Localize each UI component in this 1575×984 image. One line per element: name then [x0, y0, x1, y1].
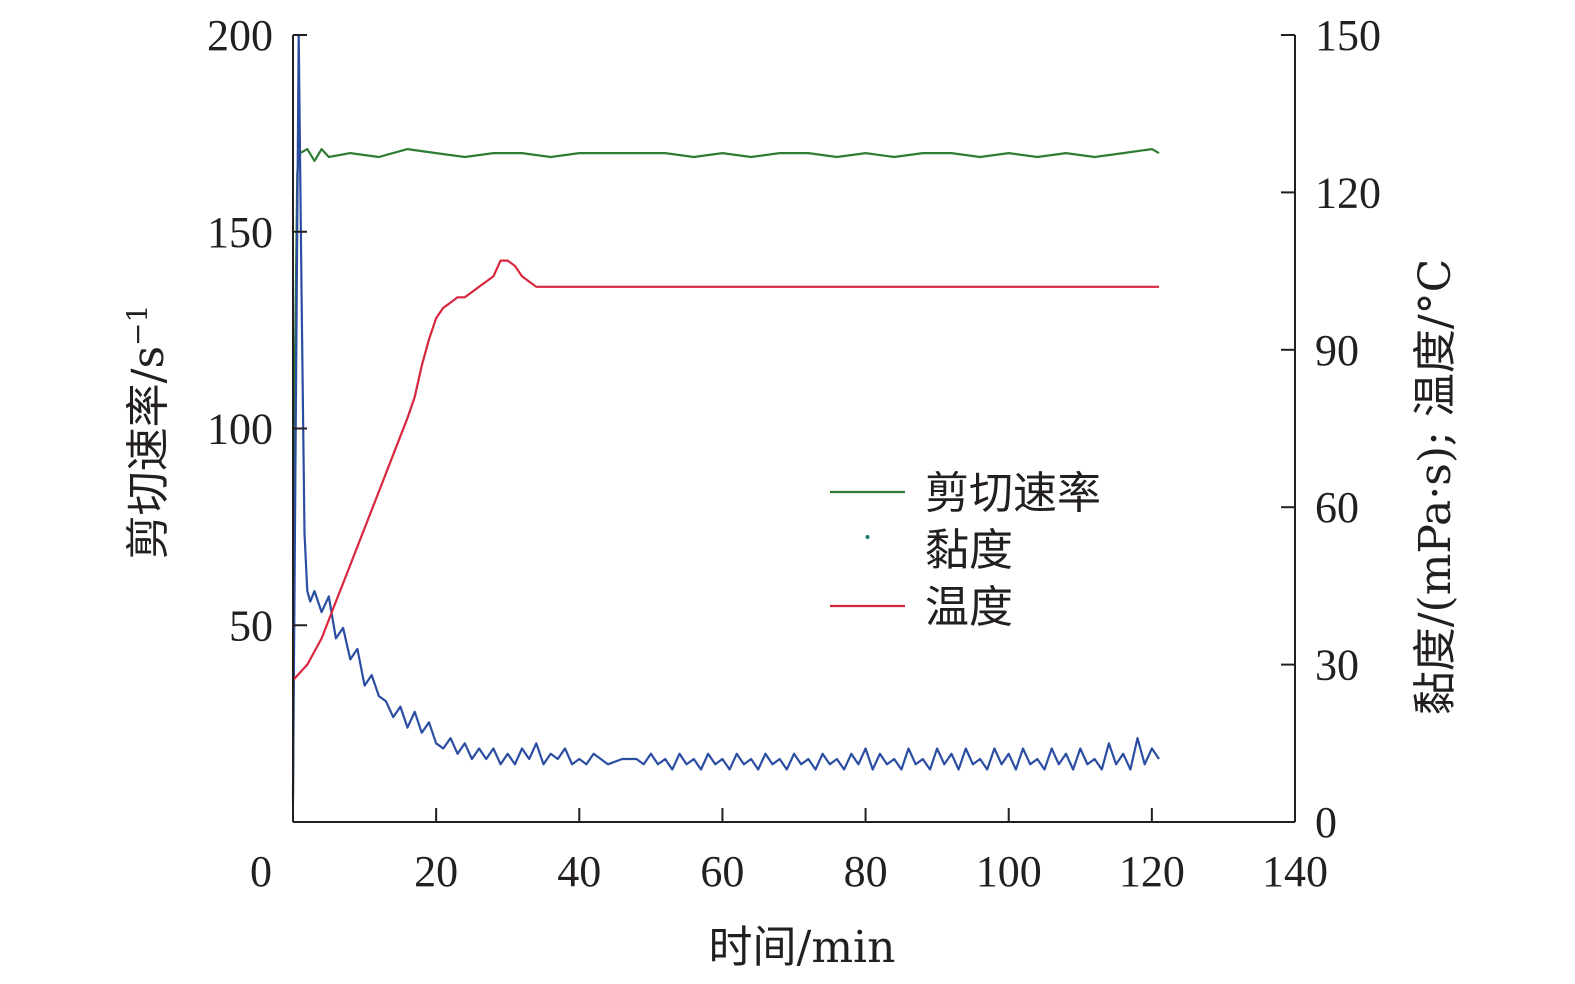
x-tick-label-140: 140 — [1262, 847, 1328, 896]
origin-tick-label: 0 — [250, 847, 272, 896]
y-right-tick-label-120: 120 — [1315, 168, 1381, 217]
ticks-layer: 20 40 60 80 100 120 14005010015020003060901201… — [207, 11, 1381, 896]
y-left-axis-title: 剪切速率/s−1 — [121, 305, 175, 560]
y-left-axis-title-superscript: −1 — [121, 305, 154, 346]
y-left-tick-label-100: 100 — [207, 405, 273, 454]
series-line-2 — [292, 259, 1159, 682]
series-layer — [291, 33, 1160, 803]
y-right-axis-title: 黏度/(mPa·s); 温度/°C — [1410, 259, 1461, 716]
legend-swatch-1 — [865, 535, 870, 539]
x-tick-label-120: 120 — [1119, 847, 1185, 896]
y-left-tick-label-50: 50 — [229, 601, 273, 650]
legend-label-1: 黏度 — [925, 525, 1013, 576]
y-right-tick-label-150: 150 — [1315, 11, 1381, 60]
y-left-axis-title-text: 剪切速率/s — [123, 346, 174, 559]
y-right-tick-label-60: 60 — [1315, 483, 1359, 532]
y-left-tick-label-150: 150 — [207, 208, 273, 257]
legend-label-2: 温度 — [925, 582, 1013, 633]
series-line-0 — [291, 148, 1160, 803]
x-tick-label-40: 40 — [557, 847, 601, 896]
y-left-tick-label-200: 200 — [207, 11, 273, 60]
y-right-tick-label-30: 30 — [1315, 641, 1359, 690]
x-tick-label-60: 60 — [700, 847, 744, 896]
x-axis-title: 时间/min — [709, 922, 896, 973]
x-tick-label-100: 100 — [976, 847, 1042, 896]
series-line-1 — [291, 33, 1160, 796]
y-right-tick-label-0: 0 — [1315, 798, 1337, 847]
y-right-tick-label-90: 90 — [1315, 326, 1359, 375]
x-tick-label-20: 20 — [414, 847, 458, 896]
x-tick-label-80: 80 — [844, 847, 888, 896]
legend-label-0: 剪切速率 — [925, 468, 1101, 519]
